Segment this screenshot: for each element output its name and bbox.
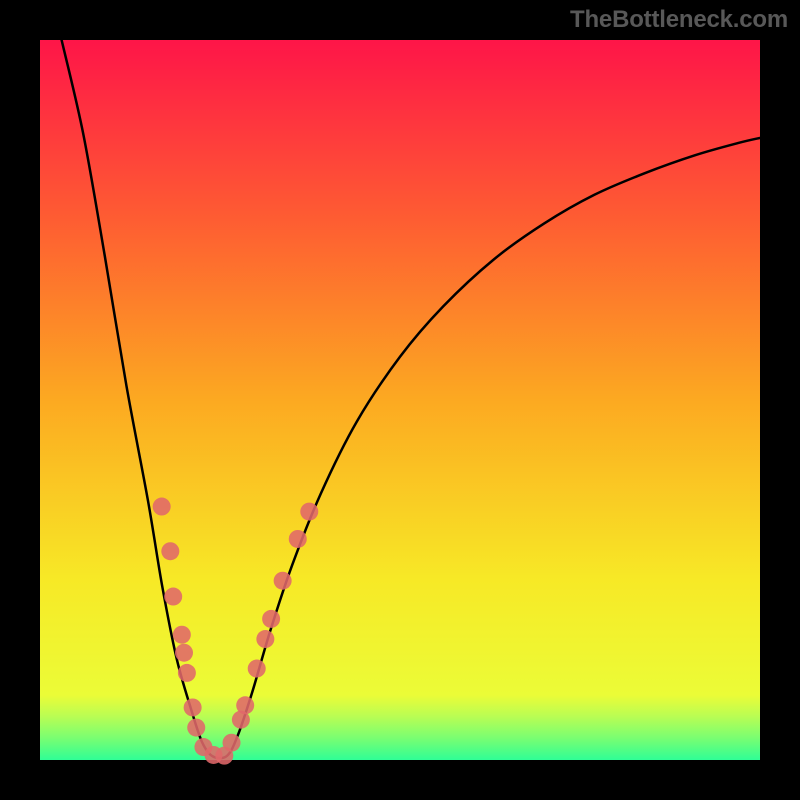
plot-area [40, 40, 760, 760]
chart-frame: TheBottleneck.com [0, 0, 800, 800]
watermark-text: TheBottleneck.com [570, 6, 788, 34]
